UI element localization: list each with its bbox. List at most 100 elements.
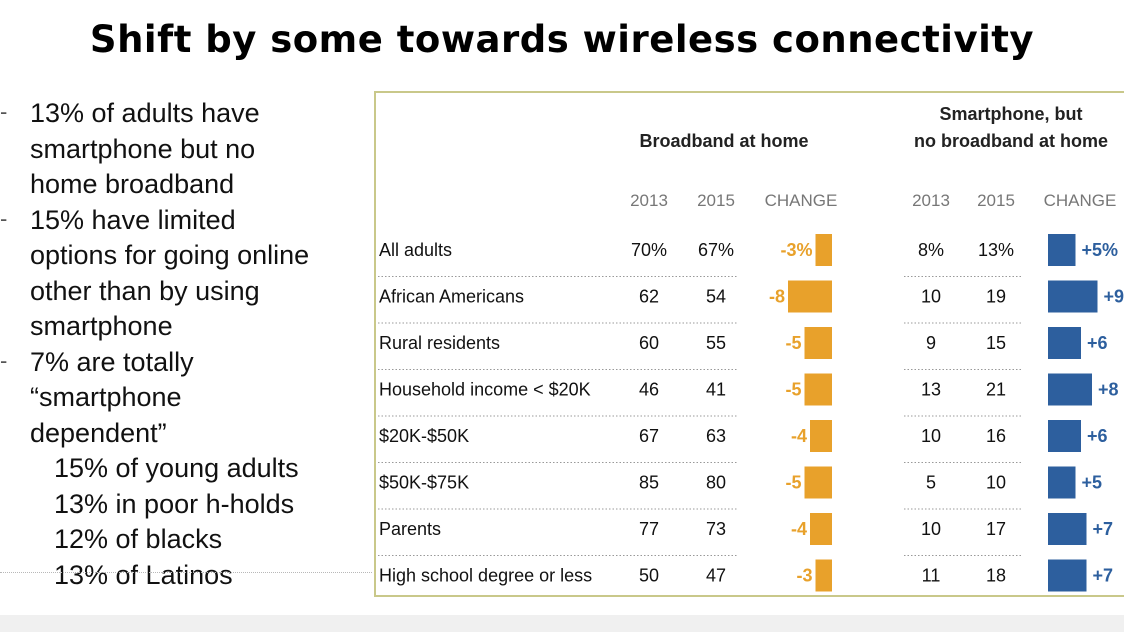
slide-title: Shift by some towards wireless connectiv… bbox=[89, 18, 1035, 61]
row-label: African Americans bbox=[379, 287, 524, 307]
bullet-line: other than by using bbox=[30, 275, 260, 306]
row-label: Rural residents bbox=[379, 333, 500, 353]
broadband-change-bar bbox=[810, 513, 832, 545]
smartphone-2015-value: 10 bbox=[986, 473, 1006, 493]
column-header: CHANGE bbox=[1044, 191, 1117, 210]
smartphone-2015-value: 15 bbox=[986, 333, 1006, 353]
row-label: $20K-$50K bbox=[379, 426, 469, 446]
bullet-line: smartphone but no bbox=[30, 133, 256, 164]
smartphone-2015-value: 18 bbox=[986, 566, 1006, 586]
smartphone-2013-value: 10 bbox=[921, 287, 941, 307]
smartphone-change-label: +9 bbox=[1104, 287, 1124, 307]
broadband-2013-value: 77 bbox=[639, 519, 659, 539]
chart-panel: Broadband at home Smartphone, but no broad… bbox=[374, 91, 1124, 597]
broadband-change-label: -3% bbox=[780, 240, 812, 260]
broadband-2013-value: 67 bbox=[639, 426, 659, 446]
broadband-2015-value: 63 bbox=[706, 426, 726, 446]
smartphone-change-label: +7 bbox=[1093, 566, 1114, 586]
column-header: 2013 bbox=[912, 191, 950, 210]
bullet-line: 13% of Latinos bbox=[54, 559, 233, 590]
bullet-line: 15% of young adults bbox=[54, 453, 299, 483]
bullet-line: 13% of adults have bbox=[30, 98, 260, 128]
smartphone-change-bar bbox=[1048, 234, 1076, 266]
broadband-2013-value: 70% bbox=[631, 240, 667, 260]
smartphone-change-bar bbox=[1048, 327, 1081, 359]
column-header: 2015 bbox=[697, 191, 735, 210]
smartphone-2013-value: 10 bbox=[921, 426, 941, 446]
smartphone-2013-value: 10 bbox=[921, 519, 941, 539]
smartphone-2013-value: 11 bbox=[922, 566, 941, 586]
smartphone-change-label: +6 bbox=[1087, 333, 1108, 353]
smartphone-2015-value: 16 bbox=[986, 426, 1006, 446]
group-title-smartphone: no broadband at home bbox=[914, 131, 1108, 151]
broadband-2015-value: 80 bbox=[706, 473, 726, 493]
group-title-broadband: Broadband at home bbox=[639, 131, 808, 151]
broadband-2015-value: 54 bbox=[706, 287, 726, 307]
smartphone-2015-value: 21 bbox=[986, 380, 1006, 400]
smartphone-2015-value: 13% bbox=[978, 240, 1014, 260]
comparison-table-chart: Broadband at home Smartphone, but no broad… bbox=[378, 104, 1124, 592]
smartphone-change-label: +5% bbox=[1082, 240, 1119, 260]
broadband-2015-value: 67% bbox=[698, 240, 734, 260]
bullet-line: smartphone bbox=[30, 311, 173, 341]
broadband-2015-value: 47 bbox=[706, 566, 726, 586]
bullet-line: 15% have limited bbox=[30, 204, 236, 235]
broadband-change-bar bbox=[815, 234, 832, 266]
smartphone-change-bar bbox=[1048, 420, 1081, 452]
bullet-marker: - bbox=[0, 205, 8, 231]
smartphone-change-bar bbox=[1048, 373, 1092, 406]
footer-bar bbox=[0, 615, 1124, 632]
smartphone-2013-value: 5 bbox=[926, 473, 936, 493]
broadband-change-bar bbox=[804, 373, 832, 406]
smartphone-change-bar bbox=[1048, 559, 1087, 592]
broadband-change-label: -4 bbox=[791, 426, 807, 446]
broadband-change-label: -5 bbox=[785, 380, 801, 400]
row-label: $50K-$75K bbox=[379, 473, 469, 493]
smartphone-2013-value: 13 bbox=[921, 380, 941, 400]
bullet-marker: - bbox=[0, 347, 8, 373]
smartphone-change-label: +7 bbox=[1093, 519, 1114, 539]
column-header: 2015 bbox=[977, 191, 1015, 210]
bullet-marker: - bbox=[0, 99, 8, 124]
broadband-2015-value: 55 bbox=[706, 333, 726, 353]
smartphone-change-bar bbox=[1048, 280, 1098, 313]
bullet-line: options for going online bbox=[30, 240, 310, 270]
broadband-change-label: -5 bbox=[785, 333, 801, 353]
bullet-line: 12% of blacks bbox=[54, 524, 223, 554]
column-header: 2013 bbox=[630, 191, 668, 210]
broadband-2013-value: 62 bbox=[639, 287, 659, 307]
bullet-line: dependent” bbox=[30, 417, 167, 448]
smartphone-2015-value: 19 bbox=[986, 287, 1006, 307]
group-title-smartphone: Smartphone, but bbox=[940, 104, 1083, 124]
smartphone-change-bar bbox=[1048, 466, 1076, 499]
broadband-change-bar bbox=[815, 559, 832, 592]
broadband-2013-value: 46 bbox=[639, 380, 659, 400]
broadband-2015-value: 41 bbox=[706, 380, 726, 400]
divider-line bbox=[0, 572, 372, 573]
smartphone-change-bar bbox=[1048, 513, 1087, 545]
bullet-line: 7% are totally bbox=[30, 346, 194, 377]
smartphone-change-label: +8 bbox=[1098, 380, 1119, 400]
smartphone-2015-value: 17 bbox=[986, 519, 1006, 539]
column-header: CHANGE bbox=[765, 191, 838, 210]
broadband-2013-value: 60 bbox=[639, 333, 659, 353]
broadband-2015-value: 73 bbox=[706, 519, 726, 539]
broadband-change-label: -4 bbox=[791, 519, 807, 539]
smartphone-change-label: +6 bbox=[1087, 426, 1108, 446]
row-label: Household income < $20K bbox=[379, 380, 591, 400]
smartphone-change-label: +5 bbox=[1082, 473, 1103, 493]
bullet-line: “smartphone bbox=[30, 382, 182, 412]
row-label: All adults bbox=[379, 240, 452, 260]
row-label: High school degree or less bbox=[379, 566, 592, 586]
broadband-change-bar bbox=[804, 327, 832, 359]
broadband-2013-value: 85 bbox=[639, 473, 659, 493]
broadband-change-bar bbox=[810, 420, 832, 452]
broadband-change-label: -5 bbox=[785, 473, 801, 493]
smartphone-2013-value: 9 bbox=[926, 333, 936, 353]
bullet-line: 13% in poor h-holds bbox=[54, 488, 295, 519]
broadband-change-bar bbox=[804, 466, 832, 499]
bullet-line: home broadband bbox=[30, 169, 235, 199]
broadband-change-label: -3 bbox=[796, 566, 812, 586]
broadband-change-bar bbox=[788, 280, 832, 313]
broadband-2013-value: 50 bbox=[639, 566, 659, 586]
